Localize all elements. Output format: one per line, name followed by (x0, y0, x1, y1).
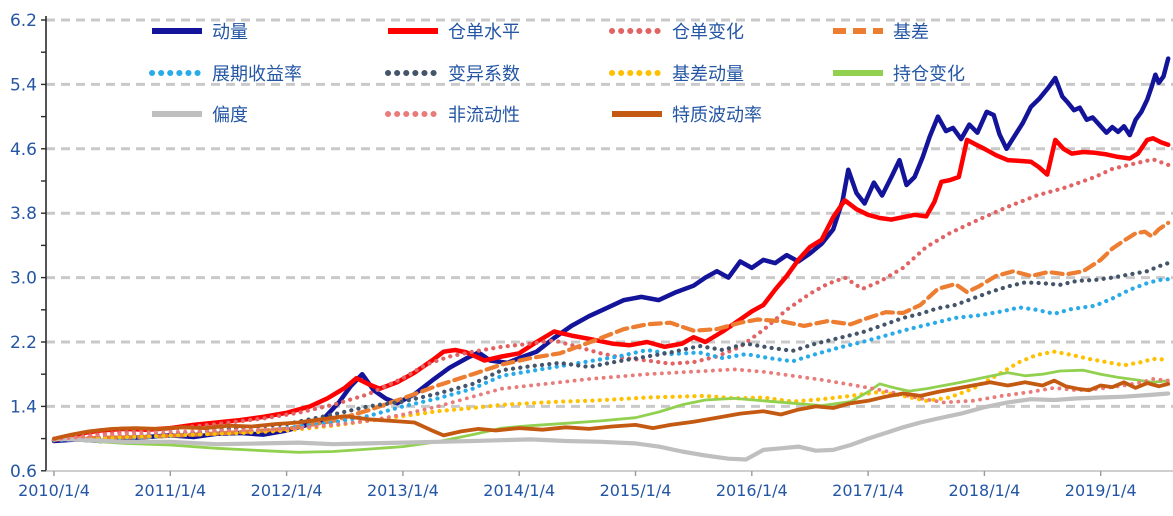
y-axis-label: 3.0 (10, 269, 37, 289)
legend-label-basis-momentum: 基差动量 (672, 64, 744, 85)
y-axis-label: 3.8 (10, 204, 37, 224)
x-axis-label: 2011/1/4 (134, 481, 206, 500)
legend-item-position-change: 持仓变化 (833, 64, 965, 85)
legend-item-coefficient-of-variation: 变异系数 (385, 64, 520, 85)
legend-label-momentum: 动量 (212, 22, 248, 43)
x-axis-label: 2012/1/4 (251, 481, 323, 500)
legend-item-idiosyncratic-volatility: 特质波动率 (612, 105, 762, 126)
x-axis-label: 2014/1/4 (483, 481, 555, 500)
legend-item-roll-yield: 展期收益率 (149, 64, 302, 85)
series-line-warehouse-receipt-change (51, 157, 1171, 442)
series-line-roll-yield (51, 277, 1171, 443)
legend-item-basis-momentum: 基差动量 (609, 64, 744, 85)
series-line-idiosyncratic-volatility (52, 378, 1171, 441)
legend-item-skewness: 偏度 (152, 105, 248, 126)
series-line-illiquidity (52, 367, 1171, 442)
x-axis-label: 2010/1/4 (18, 481, 90, 500)
legend-label-coefficient-of-variation: 变异系数 (448, 64, 520, 85)
x-axis-label: 2018/1/4 (948, 481, 1020, 500)
x-axis-label: 2015/1/4 (600, 481, 672, 500)
legend-label-basis: 基差 (893, 22, 929, 43)
x-axis-label: 2016/1/4 (716, 481, 788, 500)
legend-item-warehouse-receipt-level: 仓单水平 (388, 22, 520, 43)
y-axis-label: 4.6 (10, 140, 37, 160)
legend-item-momentum: 动量 (152, 22, 248, 43)
y-axis-label: 2.2 (10, 333, 37, 353)
legend-label-illiquidity: 非流动性 (448, 105, 520, 126)
y-axis-label: 0.6 (10, 462, 37, 482)
y-axis-label: 6.2 (10, 11, 37, 31)
y-axis-label: 1.4 (10, 397, 37, 417)
x-axis-label: 2013/1/4 (367, 481, 439, 500)
series-line-basis (51, 220, 1171, 442)
x-axis-label: 2017/1/4 (832, 481, 904, 500)
legend-label-roll-yield: 展期收益率 (212, 64, 302, 85)
legend-item-warehouse-receipt-change: 仓单变化 (609, 22, 744, 43)
series-line-coefficient-of-variation (51, 261, 1171, 442)
legend-label-warehouse-receipt-level: 仓单水平 (448, 22, 520, 43)
series-line-warehouse-receipt-level (51, 136, 1171, 443)
series-line-momentum (51, 56, 1171, 444)
legend-label-idiosyncratic-volatility: 特质波动率 (672, 105, 762, 126)
legend-label-skewness: 偏度 (212, 105, 248, 126)
x-axis-label: 2019/1/4 (1065, 481, 1137, 500)
legend-label-position-change: 持仓变化 (893, 64, 965, 85)
legend-item-illiquidity: 非流动性 (385, 105, 520, 126)
legend-item-basis: 基差 (833, 22, 929, 43)
series-line-basis-momentum (51, 349, 1171, 442)
legend-label-warehouse-receipt-change: 仓单变化 (672, 22, 744, 43)
y-axis-label: 5.4 (10, 75, 37, 95)
series-line-position-change (52, 368, 1170, 454)
series-line-skewness (51, 391, 1171, 462)
